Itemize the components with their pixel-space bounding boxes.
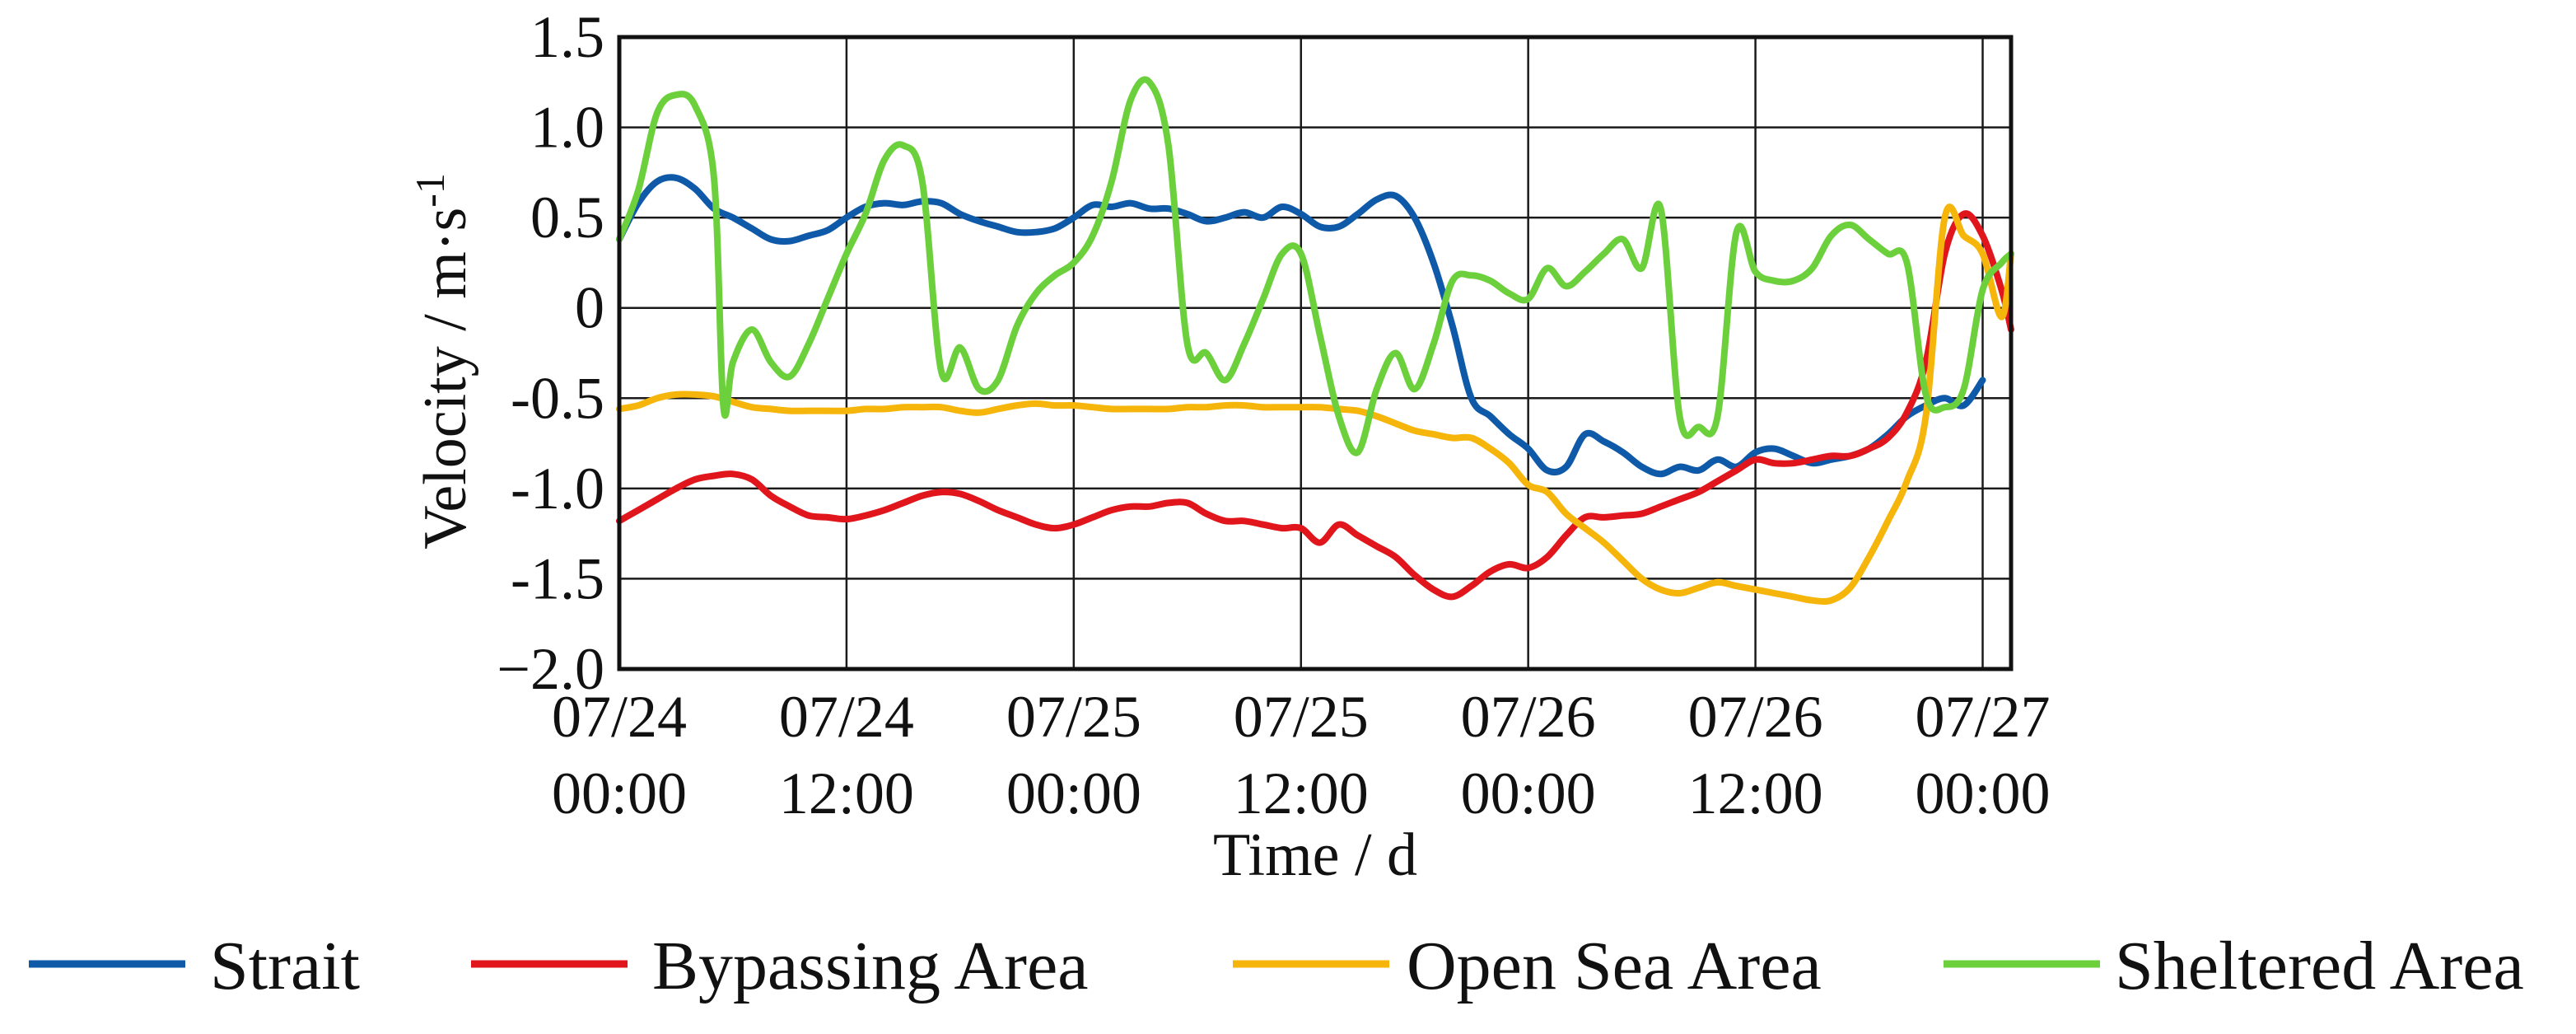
- plot-frame: [617, 35, 2014, 671]
- y-tick-label: -0.5: [511, 365, 604, 431]
- y-axis-title-main: Velocity / m·s: [412, 208, 479, 550]
- x-tick-label-date: 07/25: [1234, 684, 1369, 750]
- y-tick-labels: 1.5 1.0 0.5 0 -0.5 -1.0 -1.5 −2.0: [497, 4, 604, 702]
- x-tick-label-time: 00:00: [1006, 760, 1141, 826]
- legend-item-strait: Strait: [29, 928, 360, 1004]
- series-line-sheltered-area: [616, 76, 2014, 456]
- legend-item-open-sea-area: Open Sea Area: [1233, 928, 1822, 1004]
- x-tick-label-date: 07/26: [1461, 684, 1596, 750]
- y-axis-title: Velocity / m·s-1: [407, 173, 479, 550]
- x-tick-label-time: 00:00: [1461, 760, 1596, 826]
- x-tick-label-date: 07/26: [1688, 684, 1823, 750]
- x-tick-label-date: 07/24: [552, 684, 687, 750]
- x-tick-label-time: 00:00: [1916, 760, 2051, 826]
- series-line-strait: [616, 174, 1986, 478]
- y-tick-label: 1.0: [530, 95, 604, 161]
- y-axis-title-superscript: -1: [407, 173, 453, 208]
- y-tick-label: 1.5: [530, 4, 604, 70]
- chart-legend: Strait Bypassing Area Open Sea Area Shelter…: [29, 928, 2524, 1004]
- chart-grid: [618, 35, 2011, 671]
- x-tick-label-time: 00:00: [552, 760, 687, 826]
- y-tick-label: -1.0: [511, 456, 604, 522]
- legend-item-bypassing-area: Bypassing Area: [471, 928, 1089, 1004]
- x-tick-label-time: 12:00: [1234, 760, 1369, 826]
- legend-label: Strait: [210, 928, 360, 1004]
- x-tick-label-date: 07/27: [1916, 684, 2051, 750]
- legend-item-sheltered-area: Sheltered Area: [1944, 928, 2524, 1004]
- y-tick-label: -1.5: [511, 545, 604, 611]
- x-tick-label-time: 12:00: [779, 760, 914, 826]
- y-tick-label: −2.0: [497, 636, 604, 702]
- y-tick-label: 0.5: [530, 185, 604, 250]
- x-axis-title: Time / d: [1213, 821, 1417, 889]
- x-tick-label-date: 07/25: [1006, 684, 1141, 750]
- legend-label: Bypassing Area: [652, 928, 1089, 1004]
- x-tick-label-time: 12:00: [1688, 760, 1823, 826]
- y-tick-label: 0: [575, 275, 604, 341]
- legend-label: Sheltered Area: [2115, 928, 2524, 1004]
- x-tick-label-date: 07/24: [779, 684, 914, 750]
- x-tick-labels: 07/24 00:00 07/24 12:00 07/25 00:00 07/25 12:00…: [552, 684, 2051, 826]
- legend-label: Open Sea Area: [1407, 928, 1822, 1004]
- chart-series: [616, 76, 2014, 606]
- series-line-bypassing-area: [616, 210, 2014, 601]
